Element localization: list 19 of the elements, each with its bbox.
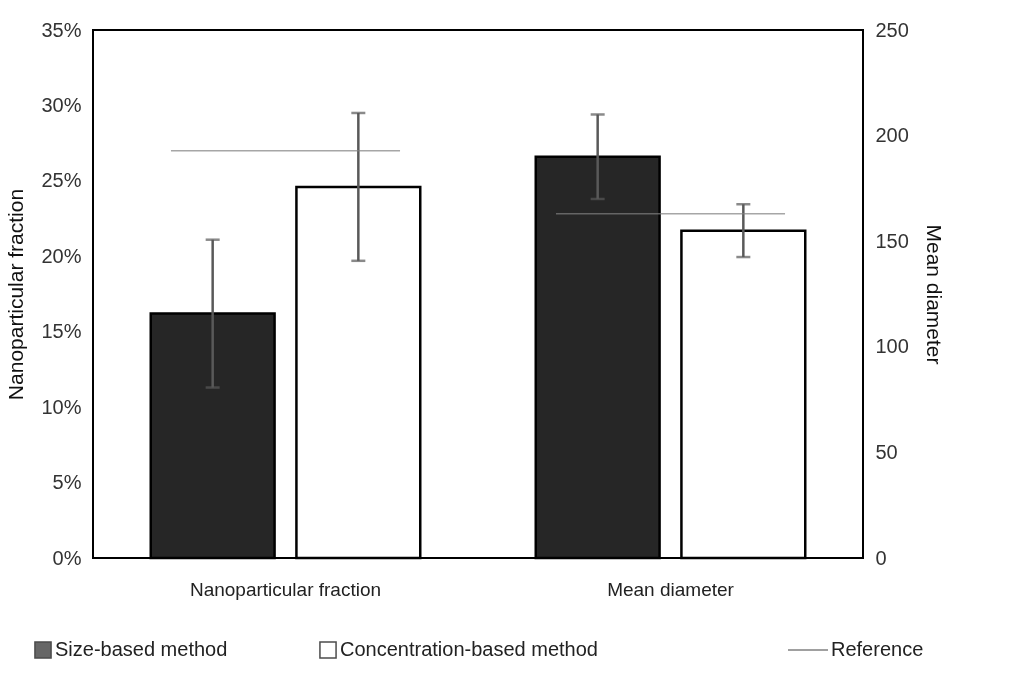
y-tick-label: 5% [52,471,82,494]
y2-tick-label: 100 [875,335,909,358]
y-tick-label: 20% [41,244,82,267]
y2-tick-label: 0 [875,546,887,569]
y-tick-label: 0% [52,546,82,569]
legend-label: Reference [831,638,924,660]
y-tick-label: 10% [41,395,82,418]
y2-axis-title: Mean diameter [922,224,946,365]
y2-tick-label: 200 [875,124,909,147]
y-tick-label: 25% [41,169,82,192]
y-tick-label: 35% [41,18,82,41]
y-tick-label: 30% [41,93,82,116]
y2-tick-label: 150 [875,229,909,252]
y-tick-label: 15% [41,320,82,343]
y2-tick-label: 250 [875,18,909,41]
y2-tick-label: 50 [875,440,898,463]
legend-label: Size-based method [55,638,228,660]
y-axis-title: Nanoparticular fraction [4,188,28,401]
legend-label: Concentration-based method [340,638,598,660]
